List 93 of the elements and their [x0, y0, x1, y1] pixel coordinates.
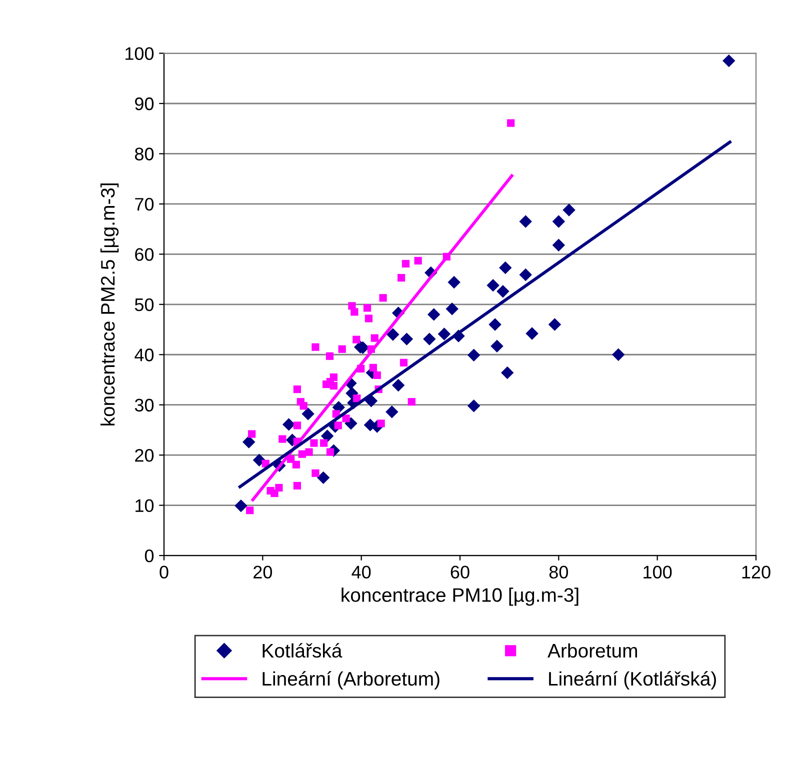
- point: [379, 294, 387, 302]
- point: [369, 364, 377, 372]
- point: [293, 385, 302, 394]
- point: [242, 436, 256, 448]
- point: [427, 308, 440, 321]
- y-tick-label: 50: [134, 298, 154, 312]
- point: [320, 439, 328, 447]
- point: [499, 261, 512, 274]
- point: [350, 308, 358, 316]
- point: [334, 422, 342, 430]
- point: [446, 302, 458, 316]
- point: [467, 399, 480, 412]
- legend-label: Arboretum: [548, 643, 637, 658]
- point: [414, 256, 422, 265]
- point: [305, 448, 313, 456]
- x-tick-label: 120: [742, 566, 770, 579]
- y-tick-label: 0: [144, 549, 154, 562]
- point: [330, 382, 338, 390]
- point: [722, 54, 736, 68]
- point: [612, 348, 625, 361]
- point: [423, 332, 436, 346]
- x-axis-title: koncentrace PM10 [µg.m-3]: [342, 588, 578, 606]
- x-tick-label: 0: [160, 566, 168, 579]
- point: [320, 430, 334, 442]
- point: [312, 469, 320, 477]
- y-tick-label: 80: [134, 148, 154, 160]
- point: [402, 260, 410, 268]
- point: [562, 204, 576, 216]
- point: [386, 328, 400, 341]
- point: [500, 366, 514, 380]
- point: [507, 119, 515, 127]
- point: [353, 394, 361, 402]
- y-tick-label: 30: [134, 398, 154, 412]
- point: [352, 336, 360, 344]
- point: [486, 278, 500, 292]
- point: [312, 343, 320, 351]
- point: [467, 348, 480, 362]
- legend-label: Lineární (Kotlářská): [549, 671, 716, 690]
- y-tick-label: 20: [135, 449, 154, 462]
- y-tick-label: 100: [126, 47, 154, 60]
- point: [496, 284, 510, 298]
- point: [278, 435, 286, 443]
- point: [293, 422, 302, 430]
- point: [408, 398, 416, 406]
- point: [438, 328, 451, 340]
- legend-label: Lineární (Arboretum): [262, 671, 440, 690]
- point: [298, 450, 306, 458]
- point: [252, 454, 266, 466]
- y-tick-label: 40: [134, 348, 154, 362]
- point: [397, 274, 406, 282]
- point: [370, 334, 378, 342]
- point: [326, 448, 334, 456]
- point: [316, 471, 330, 484]
- point: [282, 418, 296, 431]
- x-tick-label: 40: [352, 566, 371, 579]
- point: [300, 402, 308, 410]
- point: [400, 358, 408, 366]
- point: [519, 215, 532, 228]
- point: [488, 318, 502, 331]
- point: [548, 318, 562, 331]
- x-tick-label: 60: [450, 566, 470, 579]
- point: [338, 345, 346, 353]
- point: [373, 371, 381, 380]
- point: [552, 215, 566, 228]
- point: [326, 352, 334, 360]
- point: [302, 408, 314, 420]
- x-tick-label: 100: [644, 566, 672, 579]
- point: [519, 268, 532, 282]
- point: [364, 314, 373, 322]
- point: [490, 340, 504, 352]
- y-tick-label: 60: [135, 248, 154, 261]
- x-tick-label: 80: [549, 566, 568, 579]
- point: [293, 482, 302, 490]
- y-tick-label: 10: [136, 499, 154, 512]
- point: [275, 484, 283, 492]
- point: [248, 430, 256, 438]
- point: [246, 506, 254, 514]
- point: [552, 238, 566, 252]
- point: [292, 460, 300, 468]
- point: [392, 378, 405, 392]
- legend-label: Kotlářská: [262, 643, 342, 658]
- x-tick-label: 20: [254, 566, 272, 579]
- point: [234, 499, 248, 512]
- point: [342, 414, 350, 422]
- y-tick-label: 90: [135, 97, 154, 110]
- y-tick-label: 70: [135, 198, 154, 211]
- point: [400, 332, 414, 346]
- point: [310, 439, 318, 447]
- y-axis-title: koncentrace PM2.5 [µg.m-3]: [100, 183, 119, 426]
- point: [363, 304, 372, 312]
- point: [526, 327, 538, 340]
- point: [386, 406, 398, 418]
- point: [448, 276, 460, 289]
